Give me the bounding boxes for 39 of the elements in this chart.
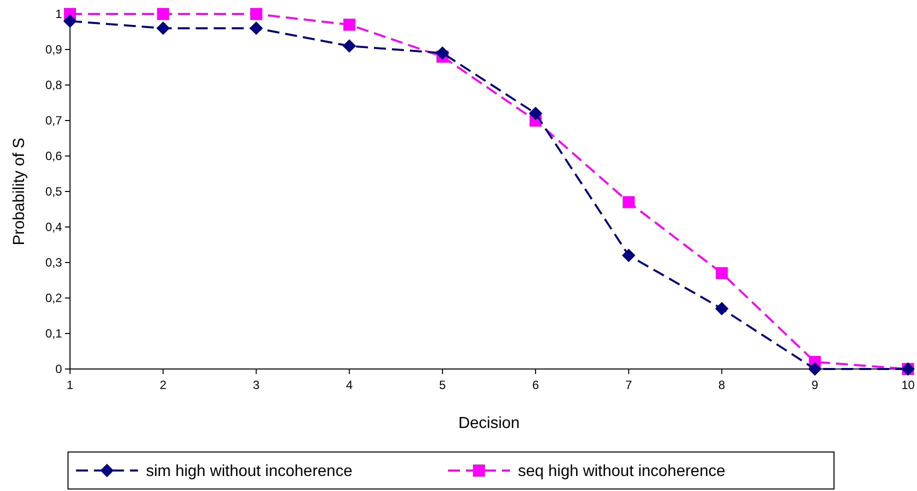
point <box>342 39 356 52</box>
point <box>715 302 728 316</box>
x-axis-title: Decision <box>458 415 520 432</box>
y-tick-label: 0,9 <box>45 42 62 57</box>
x-tick-label: 6 <box>532 378 540 392</box>
point <box>64 14 76 28</box>
point <box>529 106 542 120</box>
point <box>157 8 170 20</box>
y-axis-title: Probability of S <box>11 138 28 246</box>
point <box>716 267 728 280</box>
point <box>250 22 263 35</box>
y-tick-label: 0,4 <box>45 220 62 234</box>
x-tick-label: 2 <box>160 378 167 392</box>
x-tick-label: 7 <box>625 378 632 392</box>
point <box>343 18 356 31</box>
point <box>808 362 822 376</box>
legend-label: seq high without incoherence <box>518 463 726 480</box>
y-tick-label: 0,2 <box>45 291 62 306</box>
x-tick-label: 3 <box>252 378 260 392</box>
x-tick-label: 10 <box>901 378 915 392</box>
x-tick-label: 8 <box>718 378 726 392</box>
point <box>156 22 170 35</box>
legend-label: sim high without incoherence <box>146 463 352 480</box>
point <box>622 248 636 262</box>
y-tick-label: 0,5 <box>45 184 62 199</box>
y-tick-label: 1 <box>55 7 62 22</box>
point <box>436 46 449 60</box>
x-tick-label: 5 <box>439 378 446 392</box>
point <box>250 8 262 20</box>
y-tick-label: 0,8 <box>45 78 62 92</box>
x-tick-label: 4 <box>346 378 353 392</box>
y-tick-label: 0,7 <box>45 114 62 128</box>
y-tick-label: 0 <box>55 362 62 376</box>
point <box>622 196 635 208</box>
y-tick-label: 0,6 <box>45 149 62 164</box>
y-tick-label: 0,1 <box>45 326 62 341</box>
y-tick-label: 0,3 <box>45 256 62 270</box>
x-tick-label: 9 <box>812 378 819 392</box>
x-tick-label: 1 <box>66 378 74 392</box>
